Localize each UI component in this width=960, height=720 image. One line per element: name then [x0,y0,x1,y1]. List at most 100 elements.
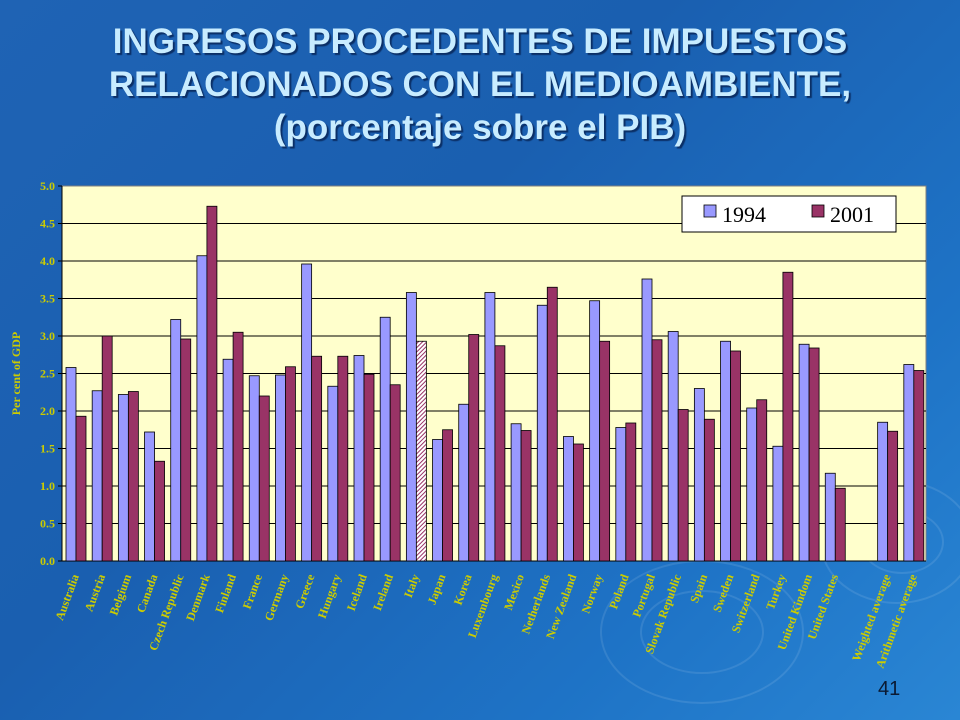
bar-czech-republic-1994 [170,319,182,562]
y-tick-label: 4.0 [40,254,55,268]
bar-arithmetic-average-2001 [913,370,925,562]
y-tick-label: 1.5 [40,442,55,456]
legend-swatch-2001 [811,204,825,218]
bar-turkey-2001 [782,271,794,562]
bar-mexico-2001 [520,430,532,562]
bar-united-states-2001 [834,487,846,562]
bar-luxembourg-2001 [494,345,506,562]
x-tick-label-sweden: Sweden [710,572,737,614]
bar-arithmetic-average-1994 [903,364,915,562]
x-tick-label-finland: Finland [212,572,239,615]
bar-denmark-2001 [206,205,218,562]
bar-australia-2001 [75,415,87,562]
bar-france-2001 [258,395,270,562]
x-tick-label-austria: Austria [82,572,108,613]
slide-number: 41 [878,678,901,700]
y-tick-label: 4.5 [40,217,55,231]
y-tick-label: 0.5 [40,517,55,531]
bar-turkey-1994 [772,445,784,562]
bar-portugal-2001 [651,339,663,562]
bar-switzerland-2001 [756,399,768,562]
bar-switzerland-1994 [746,407,758,562]
bar-weighted-average-2001 [887,430,899,562]
bar-iceland-2001 [363,373,375,562]
y-tick-label: 5.0 [40,179,55,193]
x-tick-label-korea: Korea [451,572,475,607]
bar-norway-1994 [589,300,601,562]
slide-title: INGRESOS PROCEDENTES DE IMPUESTOS RELACI… [0,20,960,149]
bar-poland-1994 [615,427,627,562]
legend-box [681,195,897,233]
bar-hungary-1994 [327,385,339,562]
bar-denmark-1994 [196,255,208,562]
bar-netherlands-1994 [536,304,548,562]
bar-greece-2001 [311,355,323,562]
bar-korea-2001 [468,334,480,562]
bar-canada-2001 [154,460,165,562]
y-axis-title: Per cent of GDP [9,332,23,415]
bar-spain-2001 [703,418,715,562]
bar-korea-1994 [458,403,470,562]
bar-austria-2001 [101,335,113,562]
bar-italy-1994 [405,292,417,562]
bar-austria-1994 [91,390,103,562]
x-tick-label-norway: Norway [578,572,605,615]
x-tick-label-australia: Australia [52,572,82,622]
x-tick-label-france: France [240,572,266,611]
bar-mexico-1994 [510,423,522,562]
x-tick-label-portugal: Portugal [629,572,658,619]
bar-greece-1994 [301,263,313,562]
title-line-1: INGRESOS PROCEDENTES DE IMPUESTOS [112,22,848,61]
x-tick-label-mexico: Mexico [501,572,527,612]
bar-japan-2001 [442,429,453,562]
bar-netherlands-2001 [546,286,558,562]
y-tick-label: 3.5 [40,292,55,306]
bar-new-zealand-2001 [573,443,584,562]
bar-weighted-average-1994 [877,421,889,562]
bar-poland-2001 [625,422,637,562]
bar-sweden-2001 [730,350,741,562]
bar-czech-republic-2001 [180,338,192,562]
bar-belgium-2001 [127,391,139,562]
bar-canada-1994 [144,431,155,562]
bar-sweden-1994 [720,340,731,562]
x-tick-label-greece: Greece [292,572,318,611]
bar-united-states-1994 [824,472,836,562]
x-tick-label-canada: Canada [134,572,161,614]
legend-swatch-1994 [703,204,717,218]
bar-germany-1994 [275,374,286,562]
bar-norway-2001 [599,340,611,562]
bar-united-kindom-2001 [808,347,820,562]
x-tick-label-belgium: Belgium [107,572,135,617]
y-tick-label: 2.5 [40,367,55,381]
bar-finland-2001 [232,331,244,562]
x-tick-label-turkey: Turkey [763,572,789,611]
bar-hungary-2001 [337,355,349,562]
x-tick-label-hungary: Hungary [315,572,344,620]
bar-belgium-1994 [117,394,129,562]
bar-germany-2001 [285,366,296,562]
bar-slovak-republic-2001 [677,409,689,562]
legend-label-1994: 1994 [722,202,766,227]
bar-finland-1994 [222,358,234,562]
x-tick-label-japan: Japan [425,572,449,607]
y-tick-label: 1.0 [40,479,55,493]
title-line-3: (porcentaje sobre el PIB) [273,108,687,147]
x-tick-label-italy: Italy [401,572,422,599]
bar-united-kindom-1994 [798,343,810,562]
title-line-2: RELACIONADOS CON EL MEDIOAMBIENTE, [108,65,852,104]
ripple-decoration [640,590,764,674]
bar-iceland-1994 [353,355,365,562]
bar-portugal-1994 [641,278,653,562]
bar-france-1994 [248,375,260,562]
x-tick-label-poland: Poland [606,572,632,611]
bar-ireland-2001 [389,384,401,562]
bar-italy-2001 [415,340,427,562]
bar-spain-1994 [693,388,705,562]
bar-australia-1994 [65,367,77,562]
x-tick-label-iceland: Iceland [344,572,370,613]
bar-new-zealand-1994 [563,436,574,562]
x-tick-label-denmark: Denmark [183,572,213,623]
y-tick-label: 2.0 [40,404,55,418]
